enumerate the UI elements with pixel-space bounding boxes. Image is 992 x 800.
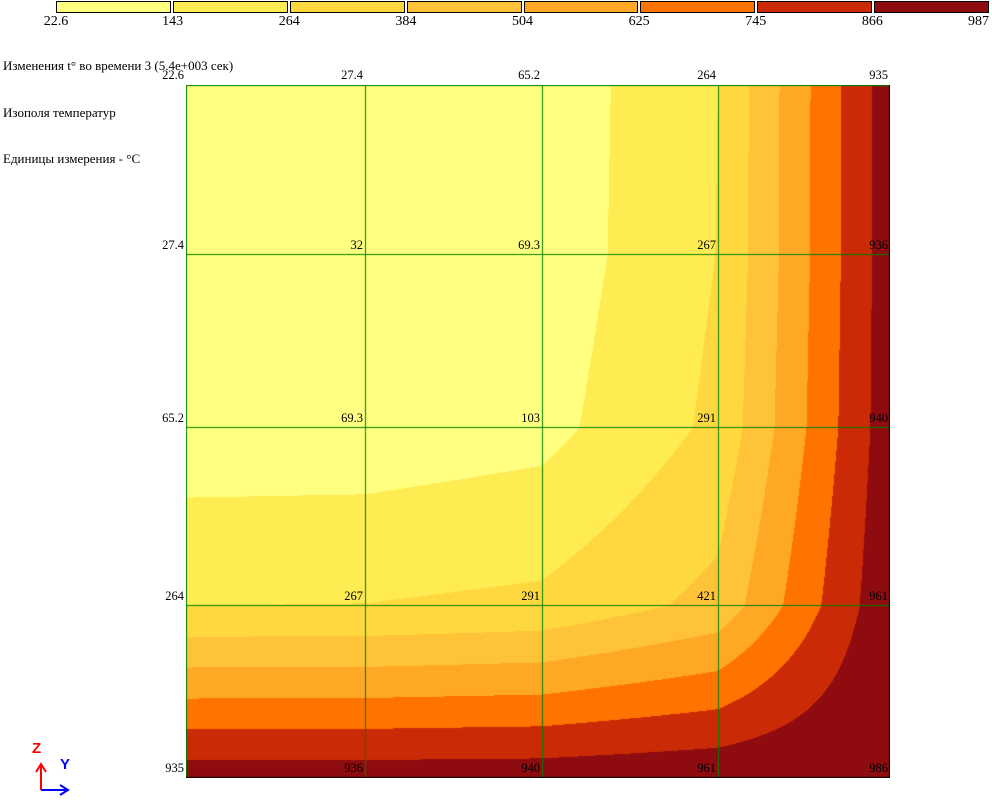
node-value-label: 940: [521, 761, 541, 775]
colorbar-segment: [874, 1, 989, 13]
node-value-label: 986: [869, 761, 888, 775]
header-result-type: Изополя температур: [3, 104, 116, 120]
colorbar-segment: [406, 1, 522, 13]
node-value-label: 961: [697, 761, 717, 775]
colorbar-segment: [757, 1, 873, 13]
colorbar-tick-label: 745: [745, 14, 767, 29]
node-value-label: 264: [697, 68, 717, 82]
node-value-label: 936: [344, 761, 364, 775]
colorbar-tick-label: 866: [861, 14, 883, 29]
node-value-label: 291: [521, 589, 541, 603]
colorbar-tick-label: 504: [512, 14, 533, 29]
colorbar-tick-label: 384: [395, 14, 417, 29]
node-value-label: 27.4: [162, 238, 184, 252]
colorbar-tick-label: 625: [628, 14, 650, 29]
color-scale-bar: [56, 1, 989, 13]
y-axis-arrow-icon: [41, 784, 70, 796]
colorbar-segment: [523, 1, 639, 13]
colorbar-segment: [56, 1, 171, 13]
plot-header: Изменения t° во времени 3 (5.4e+003 сек)…: [3, 27, 233, 198]
node-value-label: 32: [350, 238, 364, 252]
colorbar-segment: [172, 1, 288, 13]
node-value-label: 421: [697, 589, 717, 603]
colorbar-tick-label: 22.6: [43, 14, 69, 29]
node-value-label: 65.2: [518, 68, 541, 82]
colorbar-tick-label: 264: [278, 14, 300, 29]
node-value-label: 65.2: [162, 410, 184, 425]
colorbar-tick-label: 987: [968, 14, 989, 29]
node-value-label: 961: [869, 589, 888, 603]
z-axis-label: Z: [32, 740, 42, 757]
node-value-label: 267: [697, 238, 717, 252]
node-value-label: 27.4: [341, 68, 364, 82]
header-units: Единицы измерения - °C: [3, 151, 141, 166]
node-value-label: 103: [521, 410, 541, 425]
z-axis-arrow-icon: [35, 762, 47, 790]
header-load-case: Изменения t° во времени 3 (5.4e+003 сек): [3, 58, 234, 73]
node-value-label: 69.3: [341, 410, 364, 425]
node-value-label: 936: [869, 238, 888, 252]
node-value-label: 291: [697, 410, 717, 425]
axis-arrows-icon: [35, 762, 70, 796]
colorbar-segment: [289, 1, 405, 13]
plot-canvas: [186, 85, 890, 778]
colorbar-segment: [640, 1, 756, 13]
node-value-label: 940: [869, 410, 888, 425]
axis-triad: Z Y: [24, 738, 86, 798]
node-value-label: 935: [869, 68, 888, 82]
y-axis-label: Y: [60, 756, 71, 773]
colorbar-tick-label: 143: [162, 14, 184, 29]
node-value-label: 935: [165, 761, 184, 775]
node-value-label: 264: [165, 589, 184, 603]
node-value-label: 69.3: [518, 238, 541, 252]
node-value-label: 267: [344, 589, 364, 603]
node-value-label: 22.6: [162, 68, 184, 82]
